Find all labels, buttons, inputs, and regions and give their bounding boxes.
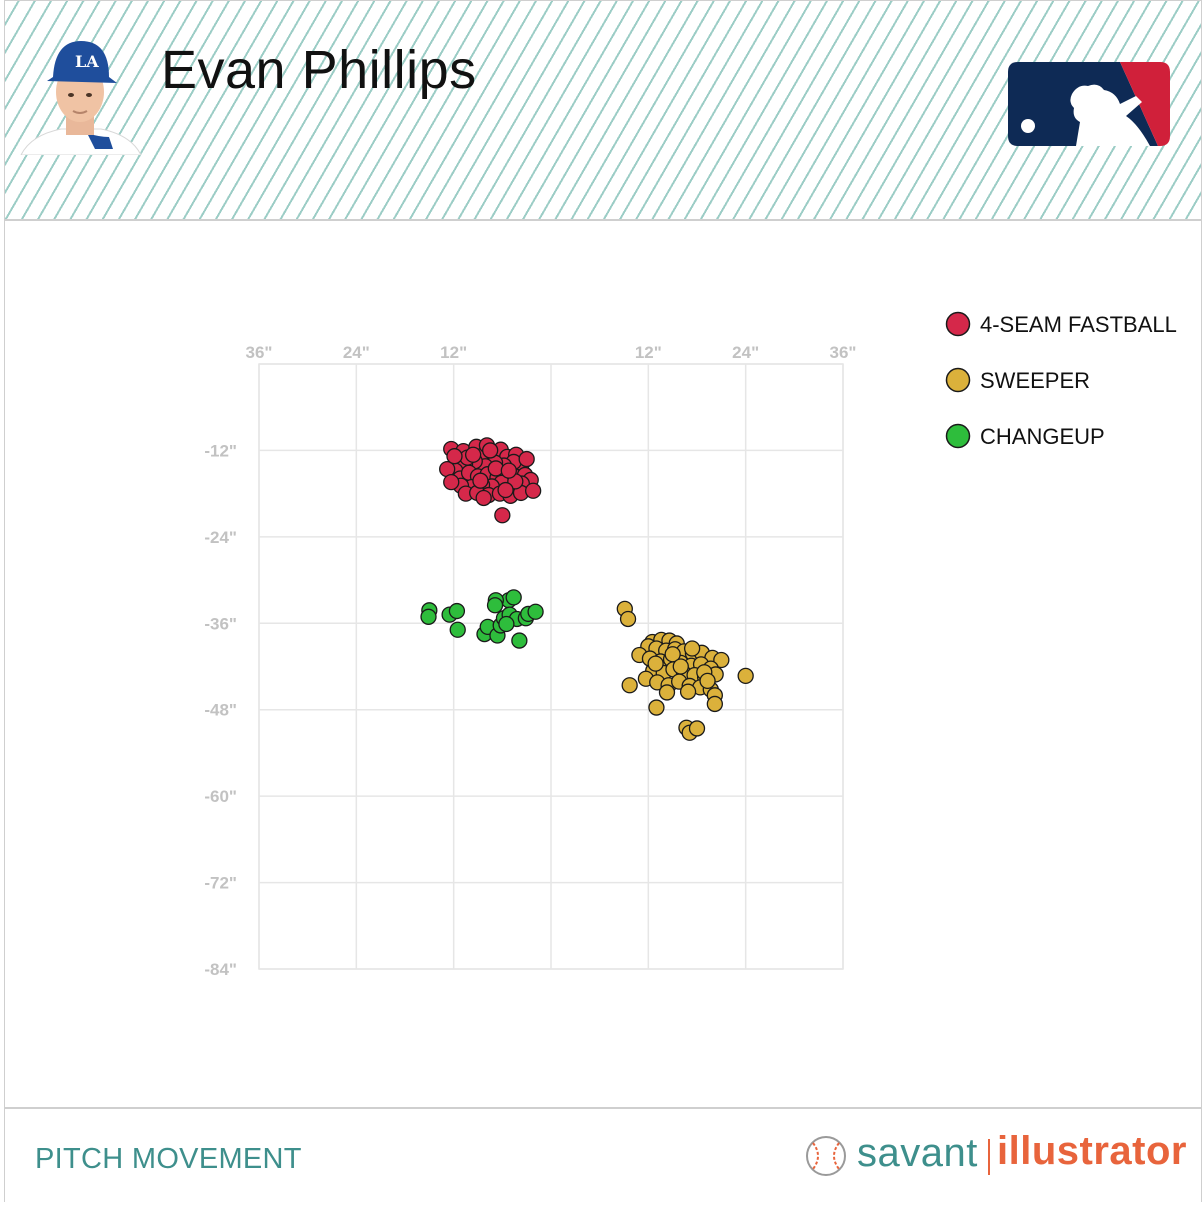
header-banner: LA Evan Phillips bbox=[5, 1, 1201, 221]
pitch-point bbox=[679, 683, 697, 700]
legend-label: CHANGEUP bbox=[980, 424, 1105, 449]
legend-swatch bbox=[945, 423, 971, 449]
pitch-point bbox=[658, 684, 676, 701]
logo-divider bbox=[988, 1139, 990, 1175]
pitch-point bbox=[498, 615, 515, 633]
legend-label: SWEEPER bbox=[980, 368, 1090, 393]
x-tick-label: 12" bbox=[635, 343, 662, 362]
x-tick-label: 24" bbox=[732, 343, 759, 362]
pitch-point bbox=[475, 489, 492, 507]
legend-swatch bbox=[945, 311, 971, 337]
pitch-point bbox=[497, 481, 514, 499]
legend-label: 4-SEAM FASTBALL bbox=[980, 312, 1177, 337]
pitch-point bbox=[713, 651, 730, 669]
pitch-point bbox=[464, 446, 482, 463]
pitch-point bbox=[699, 672, 716, 690]
pitch-point bbox=[688, 720, 706, 737]
y-tick-label: -60" bbox=[204, 787, 237, 806]
pitch-point bbox=[472, 472, 489, 489]
svg-text:LA: LA bbox=[75, 52, 99, 71]
y-tick-label: -72" bbox=[204, 874, 237, 893]
x-tick-label: 12" bbox=[440, 343, 467, 362]
pitch-point bbox=[511, 632, 528, 649]
pitch-movement-chart: 36" 24" 12" 12" 24" 36" -12" -24" -36" -48" -60" -7… bbox=[204, 311, 1177, 979]
baseball-icon bbox=[806, 1136, 846, 1176]
illustrator-wordmark: illustrator bbox=[997, 1129, 1187, 1173]
pitch-point bbox=[648, 699, 665, 716]
pitch-point bbox=[621, 677, 638, 694]
pitch-point bbox=[525, 482, 542, 499]
pitch-point bbox=[672, 658, 689, 675]
footer-title: PITCH MOVEMENT bbox=[35, 1143, 302, 1175]
x-tick-label: 36" bbox=[830, 343, 857, 362]
pitch-point bbox=[494, 507, 511, 524]
savant-wordmark: savant bbox=[857, 1131, 978, 1175]
pitch-point bbox=[647, 655, 664, 672]
pitch-point bbox=[664, 646, 681, 663]
pitch-point bbox=[505, 589, 522, 606]
dodgers-cap-icon bbox=[47, 41, 117, 83]
pitch-point bbox=[683, 640, 701, 657]
pitch-point bbox=[500, 462, 517, 479]
pitch-point bbox=[446, 448, 463, 465]
pitch-point bbox=[518, 450, 535, 468]
x-tick-label: 36" bbox=[246, 343, 273, 362]
pitch-point bbox=[448, 602, 466, 620]
pitch-point bbox=[443, 473, 460, 491]
y-tick-label: -36" bbox=[204, 614, 237, 633]
player-headshot: LA bbox=[20, 41, 142, 155]
pitch-point bbox=[527, 603, 544, 620]
pitch-point bbox=[619, 610, 637, 628]
mlb-logo-icon bbox=[1008, 62, 1170, 146]
pitch-point bbox=[420, 608, 437, 625]
card-frame: LA Evan Phillips 36" 24" 12" 12" 24" 36" -12" -… bbox=[4, 0, 1202, 1203]
x-tick-label: 24" bbox=[343, 343, 370, 362]
legend-swatch bbox=[945, 367, 971, 393]
pitch-point bbox=[449, 621, 466, 638]
y-tick-label: -12" bbox=[204, 441, 237, 460]
y-tick-label: -84" bbox=[204, 960, 237, 979]
pitch-point bbox=[706, 695, 723, 713]
pitch-point bbox=[737, 667, 754, 685]
pitch-point bbox=[486, 597, 504, 614]
player-name: Evan Phillips bbox=[161, 40, 477, 100]
pitch-point bbox=[482, 442, 499, 459]
y-tick-label: -24" bbox=[204, 528, 237, 547]
footer: PITCH MOVEMENT savant illustrator bbox=[5, 1107, 1201, 1203]
y-tick-label: -48" bbox=[204, 701, 237, 720]
